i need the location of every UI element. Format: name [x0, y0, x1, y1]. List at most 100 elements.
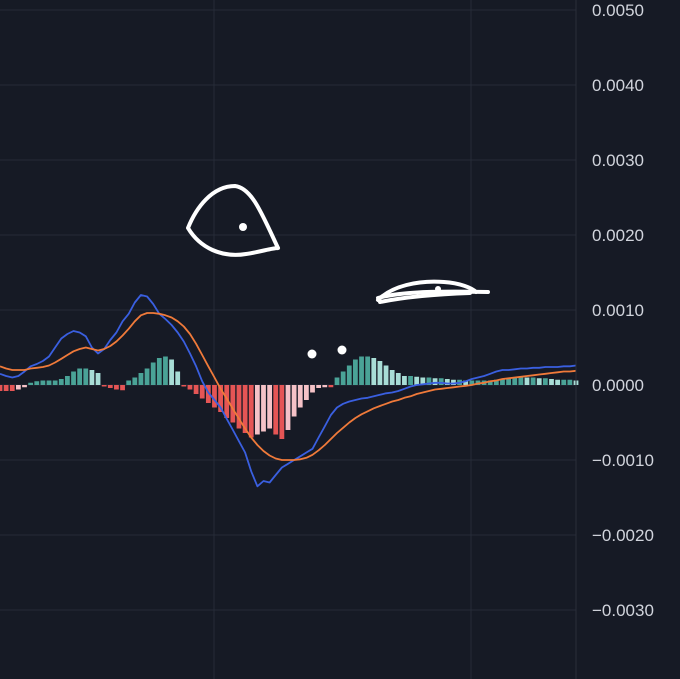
histogram-bar — [65, 376, 70, 385]
drawn-dot — [307, 349, 317, 359]
histogram-bar — [28, 382, 34, 385]
histogram-bar — [9, 385, 15, 391]
histogram-bar — [22, 385, 27, 388]
histogram-bar — [420, 377, 426, 385]
histogram-bar — [58, 379, 64, 385]
histogram-bar — [101, 385, 107, 387]
histogram-bar — [52, 380, 58, 385]
histogram-bar — [285, 385, 291, 430]
histogram-bar — [353, 359, 358, 385]
histogram-bar — [549, 379, 554, 385]
histogram-bar — [46, 380, 52, 385]
histogram-bar — [359, 356, 364, 385]
histogram — [0, 356, 579, 439]
drawn-dot — [337, 345, 347, 355]
histogram-bar — [77, 368, 83, 385]
histogram-bar — [126, 380, 132, 385]
histogram-bar — [107, 385, 113, 388]
histogram-bar — [224, 385, 230, 418]
histogram-bar — [328, 385, 334, 388]
histogram-bar — [83, 368, 89, 385]
histogram-bar — [267, 385, 273, 429]
histogram-bar — [89, 370, 95, 385]
drawn-dot — [239, 223, 247, 231]
histogram-bar — [371, 358, 377, 385]
histogram-bar — [230, 385, 236, 423]
histogram-bar — [236, 385, 242, 429]
histogram-bar — [524, 377, 530, 385]
histogram-bar — [340, 371, 346, 385]
histogram-bar — [254, 385, 260, 435]
histogram-bar — [297, 385, 303, 408]
histogram-bar — [291, 385, 297, 417]
y-tick-label: −0.0030 — [592, 601, 654, 620]
histogram-bar — [518, 376, 524, 385]
histogram-bar — [316, 385, 322, 388]
histogram-bar — [156, 358, 162, 385]
y-tick-label: 0.0000 — [592, 376, 644, 395]
histogram-bar — [261, 385, 266, 432]
histogram-bar — [500, 379, 505, 385]
y-tick-label: 0.0030 — [592, 151, 644, 170]
histogram-bar — [218, 385, 223, 412]
histogram-bar — [389, 370, 395, 385]
histogram-bar — [414, 376, 420, 385]
histogram-bar — [205, 385, 211, 403]
histogram-bar — [138, 373, 144, 385]
histogram-bar — [365, 356, 371, 385]
histogram-bar — [322, 385, 328, 388]
histogram-bar — [40, 380, 46, 385]
y-tick-label: 0.0040 — [592, 76, 644, 95]
histogram-bar — [187, 385, 193, 390]
histogram-bar — [3, 385, 9, 391]
histogram-bar — [181, 385, 187, 387]
drawn-loop — [186, 184, 280, 257]
histogram-bar — [444, 379, 450, 385]
histogram-bar — [120, 385, 125, 391]
histogram-bar — [279, 385, 285, 439]
histogram-bar — [114, 385, 119, 390]
histogram-bar — [273, 385, 279, 435]
histogram-bar — [561, 379, 567, 385]
histogram-bar — [395, 373, 401, 385]
histogram-bar — [310, 385, 315, 393]
macd-line — [0, 294, 577, 488]
histogram-bar — [377, 361, 383, 385]
histogram-bar — [15, 385, 21, 390]
drawn-swoosh — [376, 279, 490, 304]
y-tick-label: −0.0010 — [592, 451, 654, 470]
indicator-lines — [0, 294, 577, 488]
price-scale[interactable]: 0.0050 0.0040 0.0030 0.0020 0.0010 0.0000 −0.0… — [592, 1, 654, 620]
histogram-bar — [426, 377, 432, 385]
histogram-bar — [493, 379, 499, 385]
histogram-bar — [438, 378, 444, 385]
histogram-bar — [150, 362, 156, 385]
histogram-bar — [242, 385, 248, 433]
histogram-bar — [0, 385, 3, 391]
y-tick-label: 0.0020 — [592, 226, 644, 245]
histogram-bar — [199, 385, 205, 399]
histogram-bar — [512, 377, 518, 385]
histogram-bar — [542, 378, 548, 385]
histogram-bar — [95, 373, 101, 385]
y-tick-label: 0.0010 — [592, 301, 644, 320]
histogram-bar — [346, 365, 352, 385]
histogram-bar — [536, 378, 542, 385]
histogram-bar — [408, 376, 413, 385]
histogram-bar — [567, 379, 573, 385]
histogram-bar — [132, 377, 138, 385]
histogram-bar — [212, 385, 217, 408]
histogram-bar — [451, 379, 456, 385]
histogram-bar — [169, 359, 174, 385]
histogram-bar — [248, 385, 254, 438]
histogram-bar — [303, 385, 309, 400]
histogram-bar — [144, 368, 150, 385]
histogram-bar — [530, 377, 536, 385]
histogram-bar — [334, 377, 340, 385]
hand-drawn-annotations — [186, 184, 490, 359]
histogram-bar — [555, 379, 561, 385]
histogram-bar — [506, 378, 511, 385]
histogram-bar — [175, 371, 181, 385]
